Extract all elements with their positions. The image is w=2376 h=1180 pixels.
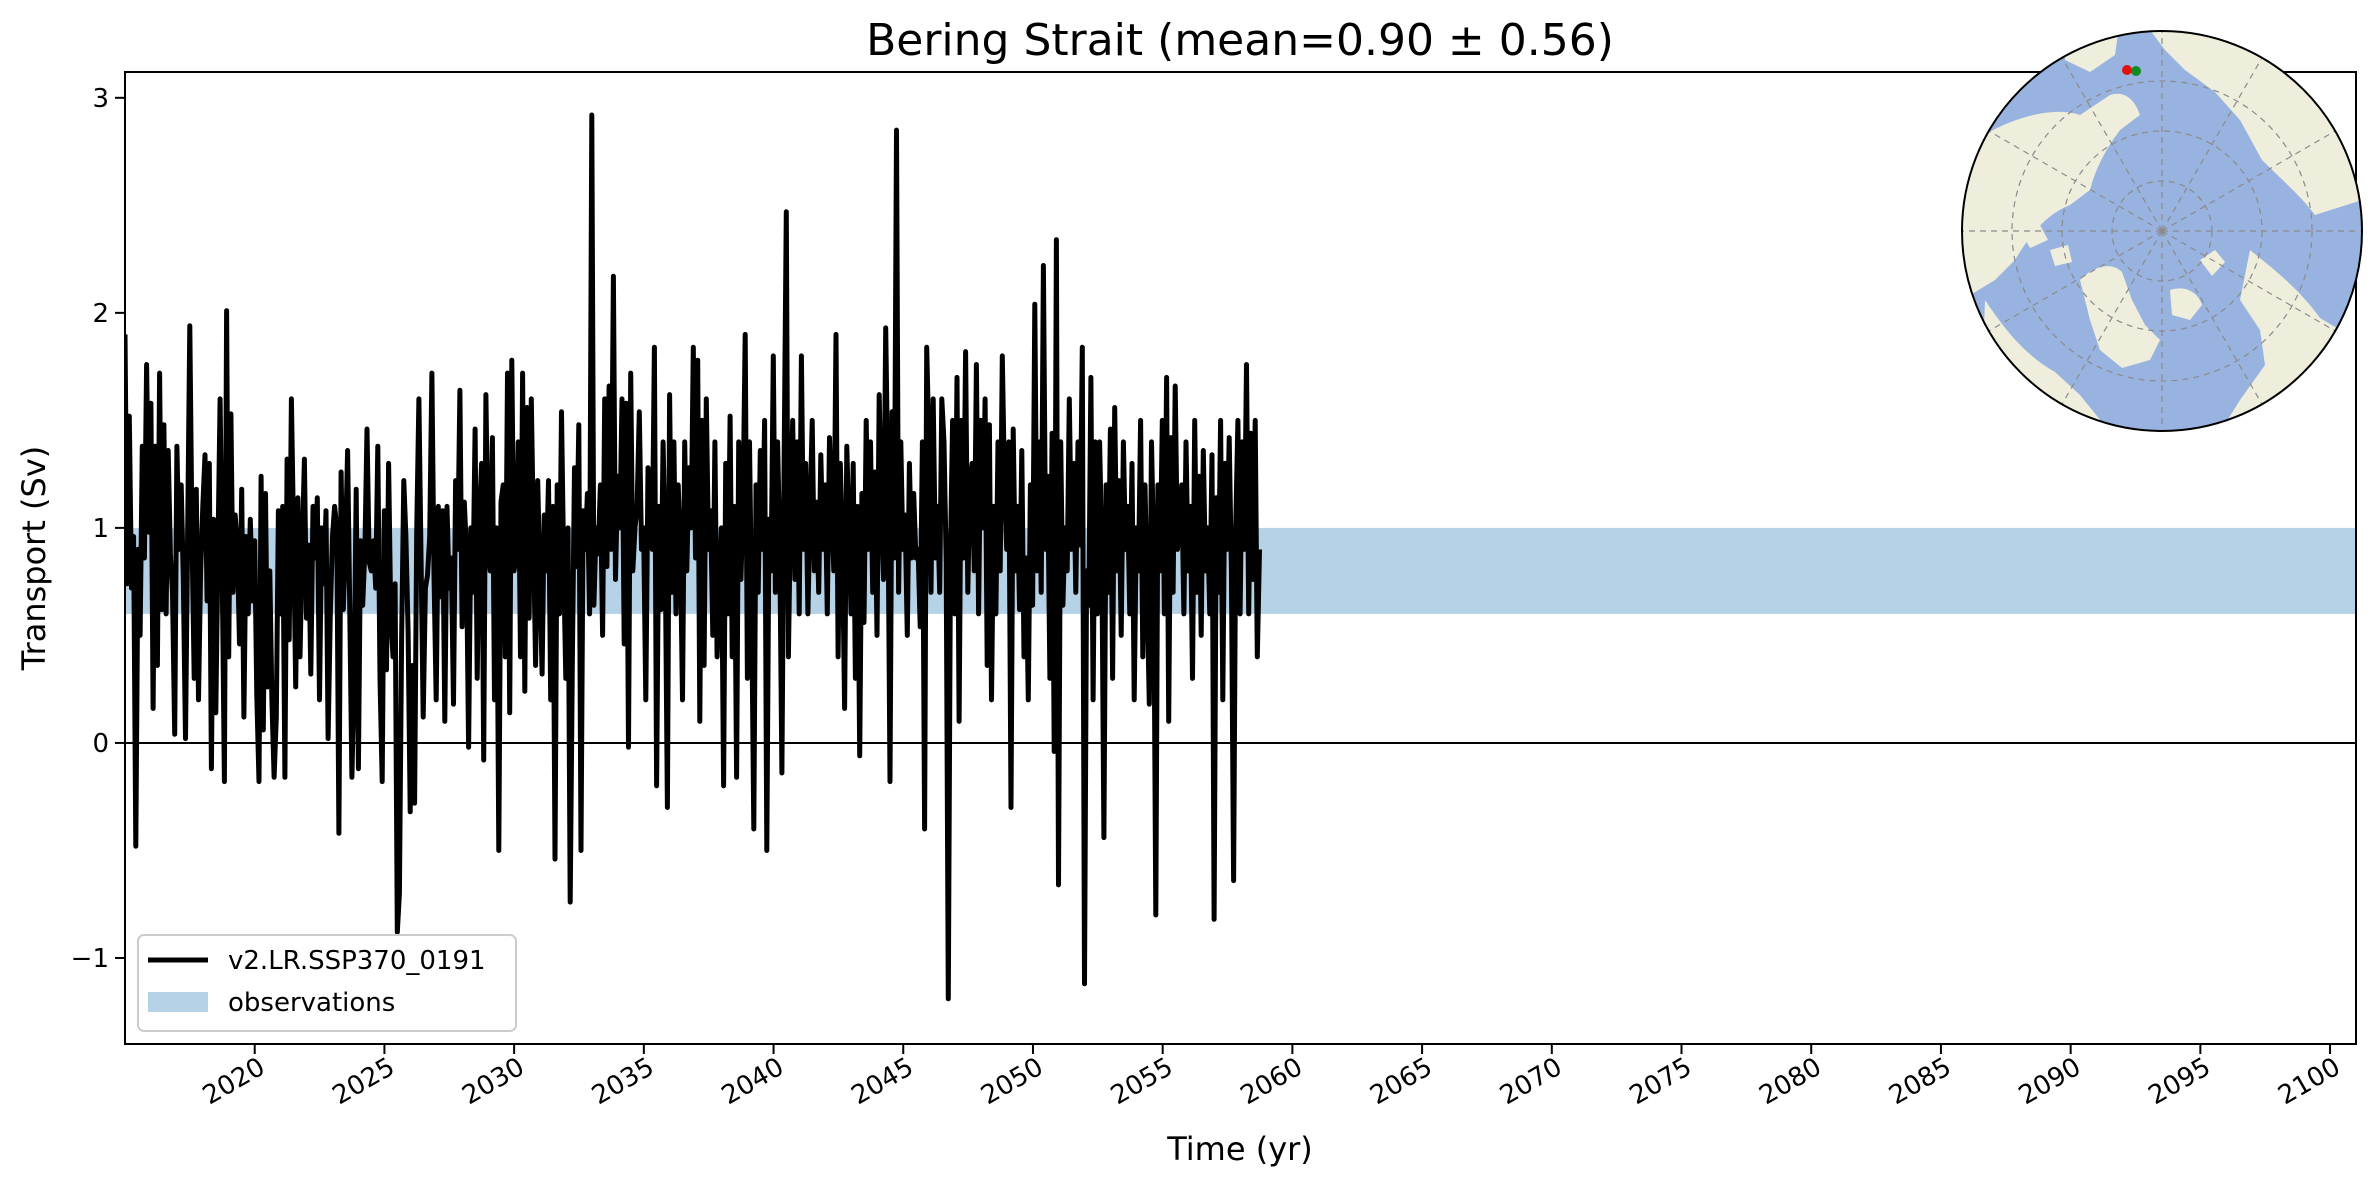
y-tick-label: 1 — [92, 514, 109, 544]
map-border — [1961, 30, 2363, 432]
x-tick-label: 2100 — [2273, 1052, 2345, 1111]
x-tick-label: 2090 — [2014, 1052, 2086, 1111]
x-tick-label: 2030 — [457, 1052, 529, 1111]
x-tick-label: 2065 — [1365, 1052, 1437, 1111]
legend: v2.LR.SSP370_0191 observations — [137, 934, 517, 1032]
inset-map — [1961, 30, 2363, 432]
series-line-v2-lr-ssp370-0191 — [125, 112, 1262, 1002]
x-tick-label: 2040 — [717, 1052, 789, 1111]
map-meridian — [2161, 230, 2263, 405]
x-tick-label: 2060 — [1236, 1052, 1308, 1111]
legend-label-observations: observations — [228, 988, 395, 1018]
x-axis-label: Time (yr) — [1166, 1130, 1313, 1168]
x-tick-label: 2080 — [1754, 1052, 1826, 1111]
map-meridian — [2061, 230, 2163, 405]
map-marker-green — [2131, 66, 2141, 76]
x-tick-label: 2050 — [976, 1052, 1048, 1111]
map-meridian — [2161, 130, 2336, 232]
y-tick-label: 2 — [92, 299, 109, 329]
y-axis-label: Transport (Sv) — [15, 446, 53, 672]
chart-title: Bering Strait (mean=0.90 ± 0.56) — [866, 15, 1614, 66]
y-tick-label: −1 — [71, 944, 109, 974]
x-tick-label: 2045 — [846, 1052, 918, 1111]
map-meridian — [2061, 57, 2163, 232]
map-meridian — [2161, 57, 2263, 232]
x-tick-label: 2035 — [587, 1052, 659, 1111]
x-tick-label: 2025 — [328, 1052, 400, 1111]
x-tick-label: 2020 — [198, 1052, 270, 1111]
map-marker-red — [2122, 65, 2132, 75]
map-gridlines — [1962, 31, 2362, 431]
legend-label-series: v2.LR.SSP370_0191 — [228, 946, 486, 976]
map-meridian — [1988, 230, 2163, 332]
x-tick-label: 2055 — [1106, 1052, 1178, 1111]
map-meridian — [2161, 230, 2336, 332]
x-tick-label: 2095 — [2144, 1052, 2216, 1111]
axes-frame — [124, 71, 2357, 1045]
legend-box — [137, 934, 517, 1032]
map-latitude-circle — [2011, 80, 2313, 382]
x-tick-label: 2075 — [1625, 1052, 1697, 1111]
map-meridian — [1988, 130, 2163, 232]
y-tick-label: 3 — [92, 84, 109, 114]
x-tick-label: 2070 — [1495, 1052, 1567, 1111]
y-tick-label: 0 — [92, 729, 109, 759]
legend-swatch-observations — [148, 992, 208, 1012]
x-tick-label: 2085 — [1884, 1052, 1956, 1111]
